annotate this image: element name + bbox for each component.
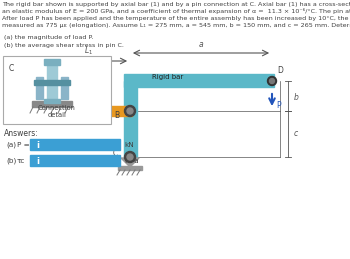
Text: Connection
detail: Connection detail [38, 104, 76, 118]
Text: P: P [276, 100, 281, 110]
Text: D: D [277, 66, 283, 75]
Text: $a$: $a$ [198, 40, 204, 49]
Text: (1): (1) [84, 95, 94, 101]
Text: A: A [47, 117, 52, 126]
Bar [37, 100, 46, 122]
Text: Rigid bar: Rigid bar [152, 74, 183, 80]
Circle shape [270, 78, 274, 83]
Text: P =: P = [17, 142, 30, 148]
Text: i: i [36, 140, 39, 149]
Text: After load P has been applied and the temperature of the entire assembly has bee: After load P has been applied and the te… [2, 16, 350, 21]
Bar [61, 77, 68, 99]
Bar [44, 99, 60, 103]
Text: an elastic modulus of E = 200 GPa, and a coefficient of thermal expansion of α =: an elastic modulus of E = 200 GPa, and a… [2, 9, 350, 15]
Text: $L_1$: $L_1$ [84, 45, 93, 57]
Text: $c$: $c$ [293, 130, 299, 139]
Bar [44, 59, 60, 65]
Text: MPa: MPa [124, 158, 139, 164]
Circle shape [125, 152, 135, 162]
Text: C: C [113, 149, 118, 158]
Circle shape [125, 105, 135, 117]
Bar [30, 139, 120, 150]
Bar [124, 74, 274, 87]
Text: The rigid bar shown is supported by axial bar (1) and by a pin connection at C. : The rigid bar shown is supported by axia… [2, 1, 350, 7]
Circle shape [46, 108, 52, 114]
Bar [34, 80, 70, 85]
Polygon shape [121, 158, 139, 167]
Text: (b) the average shear stress in pin C.: (b) the average shear stress in pin C. [4, 42, 124, 47]
Circle shape [43, 105, 55, 117]
Text: B: B [114, 111, 119, 120]
Circle shape [127, 154, 133, 160]
Text: (a): (a) [6, 142, 16, 148]
Bar [124, 81, 137, 157]
Text: i: i [36, 156, 39, 166]
Text: (a) the magnitude of load P.: (a) the magnitude of load P. [4, 35, 93, 40]
Bar [46, 106, 132, 116]
Text: kN: kN [124, 142, 134, 148]
Bar [32, 101, 72, 107]
Bar [3, 56, 111, 124]
Bar [118, 166, 142, 170]
Text: (b): (b) [6, 158, 16, 164]
Text: measured as 775 με (elongation). Assume L₁ = 275 mm, a = 545 mm, b = 150 mm, and: measured as 775 με (elongation). Assume … [2, 24, 350, 28]
Text: C: C [9, 64, 14, 73]
Bar [30, 155, 120, 166]
Circle shape [267, 76, 276, 85]
Circle shape [127, 108, 133, 114]
Bar [36, 77, 43, 99]
Text: τᴄ: τᴄ [17, 158, 25, 164]
Bar [47, 63, 57, 101]
Text: Answers:: Answers: [4, 129, 39, 138]
Text: $b$: $b$ [293, 90, 300, 102]
